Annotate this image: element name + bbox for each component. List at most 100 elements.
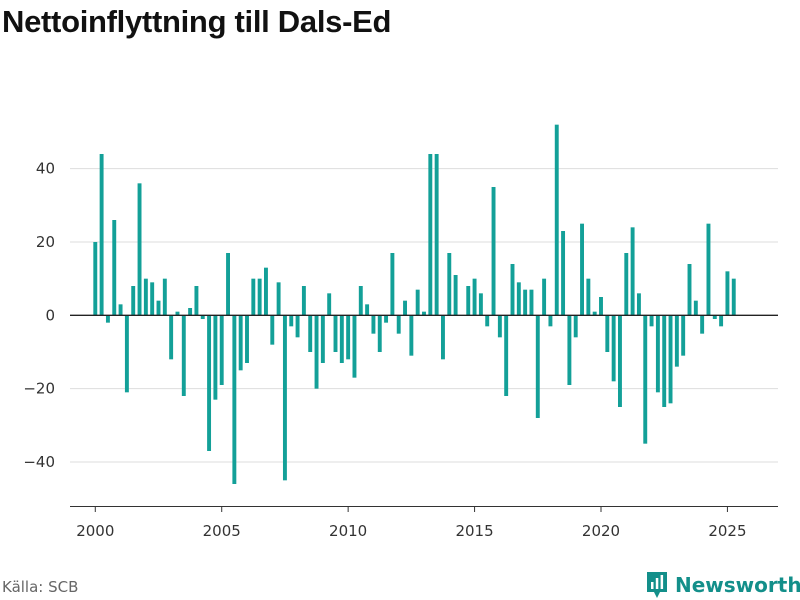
- bar: [567, 315, 572, 385]
- bar: [529, 289, 534, 316]
- bar: [580, 223, 584, 316]
- bar: [719, 315, 724, 327]
- source-note: Källa: SCB: [2, 578, 79, 596]
- bar: [301, 286, 306, 316]
- bar: [630, 227, 635, 316]
- bar: [213, 315, 218, 400]
- bar: [270, 315, 275, 345]
- bar: [453, 275, 458, 316]
- bar: [523, 289, 528, 316]
- y-tick-label: 20: [36, 233, 55, 251]
- x-tick-label: 2005: [203, 522, 241, 540]
- bar: [618, 315, 622, 407]
- bar: [504, 315, 509, 396]
- bar: [226, 253, 230, 316]
- bar: [693, 300, 698, 316]
- bar: [194, 286, 199, 316]
- bar: [636, 293, 641, 316]
- bar: [314, 315, 319, 389]
- bar: [93, 242, 98, 316]
- bar: [251, 278, 256, 316]
- bar: [662, 315, 667, 407]
- bar: [510, 264, 515, 316]
- bar: [586, 278, 591, 316]
- bar: [238, 315, 243, 371]
- bar: [112, 220, 117, 316]
- bars: [93, 124, 736, 484]
- bar: [384, 315, 389, 323]
- x-tick-label: 2020: [582, 522, 620, 540]
- bar: [131, 286, 136, 316]
- bar: [415, 289, 420, 316]
- bar: [403, 300, 407, 316]
- bar: [207, 315, 212, 451]
- x-tick-label: 2000: [76, 522, 114, 540]
- bar: [188, 308, 193, 316]
- bar: [289, 315, 294, 327]
- brand-logo[interactable]: Newsworthy: [645, 570, 800, 600]
- bar: [282, 315, 287, 481]
- bar: [548, 315, 553, 327]
- bar: [497, 315, 502, 338]
- bar: [118, 304, 123, 316]
- bar: [516, 282, 521, 316]
- bar: [365, 304, 370, 316]
- bar: [643, 315, 648, 444]
- bar: [611, 315, 616, 382]
- x-tick-label: 2010: [329, 522, 367, 540]
- bar: [371, 315, 376, 334]
- bar: [156, 300, 161, 316]
- bar: [219, 315, 224, 385]
- bar: [105, 315, 110, 323]
- bar: [245, 315, 249, 363]
- bar: [320, 315, 325, 363]
- bar: [422, 311, 426, 316]
- bar: [535, 315, 540, 418]
- bar: [542, 278, 547, 316]
- bar: [264, 267, 268, 316]
- bar: [624, 253, 629, 316]
- bar: [599, 297, 603, 316]
- bar: [150, 282, 155, 316]
- bar: [396, 315, 401, 334]
- chart-title: Nettoinflyttning till Dals-Ed: [2, 4, 392, 39]
- newsworthy-logo-icon: [647, 572, 667, 598]
- bar: [428, 154, 433, 316]
- bar: [605, 315, 610, 352]
- bar: [162, 278, 167, 316]
- bar: [472, 278, 477, 316]
- bar: [706, 223, 711, 316]
- bar: [441, 315, 445, 360]
- bar: [169, 315, 174, 360]
- bar: [655, 315, 660, 393]
- bar: [668, 315, 673, 404]
- bar: [200, 315, 205, 319]
- brand-name: Newsworthy: [675, 573, 800, 597]
- y-tick-label: −40: [23, 453, 55, 471]
- bar: [295, 315, 300, 338]
- bar: [712, 315, 717, 319]
- bar: [143, 278, 148, 316]
- bar: [687, 264, 692, 316]
- bar: [573, 315, 578, 338]
- bar: [592, 311, 597, 316]
- bar: [434, 154, 439, 316]
- bar: [700, 315, 705, 334]
- bar: [339, 315, 344, 363]
- bar: [333, 315, 338, 352]
- bar: [257, 278, 262, 316]
- bar: [175, 311, 180, 316]
- y-tick-label: 40: [36, 160, 55, 178]
- bar: [649, 315, 654, 327]
- bar: [358, 286, 363, 316]
- bar: [725, 271, 730, 316]
- grid-lines: [70, 168, 778, 463]
- bar: [466, 286, 471, 316]
- bar: [99, 154, 104, 316]
- bar: [276, 282, 281, 316]
- bar: [674, 315, 679, 367]
- bar: [124, 315, 129, 393]
- bar: [491, 187, 496, 316]
- y-tick-label: −20: [23, 380, 55, 398]
